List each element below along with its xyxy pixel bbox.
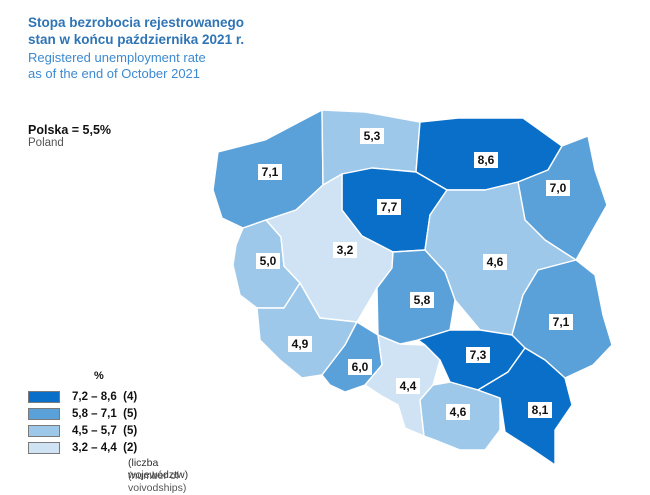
national-rate: Polska = 5,5% — [28, 123, 112, 137]
value-label-kujawsko-pomorskie: 7,7 — [381, 200, 398, 214]
value-label-background — [446, 404, 470, 420]
legend-note-polish: (liczba województw) — [128, 457, 189, 481]
value-label-lubuskie: 5,0 — [260, 254, 277, 268]
map-title-english: Registered unemployment rate as of the e… — [28, 50, 328, 82]
value-label-background — [528, 402, 552, 418]
value-label-background — [466, 347, 490, 363]
value-label-podlaskie: 7,0 — [550, 181, 567, 195]
legend-label-class-4: 3,2 – 4,4 (2) — [72, 442, 138, 454]
value-label-lubelskie: 7,1 — [553, 315, 570, 329]
value-label-lodzkie: 5,8 — [414, 293, 431, 307]
title-line-2: stan w końcu października 2021 r. — [28, 32, 245, 47]
legend-label-class-2: 5,8 – 7,1 (5) — [72, 408, 138, 420]
title-en-line-1: Registered unemployment rate — [28, 50, 206, 65]
value-label-background — [360, 128, 384, 144]
legend-swatch-class-4 — [28, 442, 60, 454]
value-label-slaskie: 4,4 — [400, 379, 417, 393]
legend-swatch-class-3 — [28, 425, 60, 437]
national-rate-english: Poland — [28, 137, 64, 149]
value-label-background — [288, 336, 312, 352]
legend-item-class-4: 3,2 – 4,4 (2) — [28, 441, 137, 455]
map-title-polish: Stopa bezrobocia rejestrowanego stan w k… — [28, 14, 328, 48]
regions-layer — [212, 109, 613, 466]
legend-label-class-3: 4,5 – 5,7 (5) — [72, 425, 138, 437]
legend-item-class-1: 7,2 – 8,6 (4) — [28, 390, 137, 404]
legend-swatch-class-2 — [28, 408, 60, 420]
value-label-pomorskie: 5,3 — [364, 129, 381, 143]
legend-label-class-1: 7,2 – 8,6 (4) — [72, 391, 138, 403]
title-line-1: Stopa bezrobocia rejestrowanego — [28, 15, 245, 30]
value-label-background — [256, 253, 280, 269]
legend-item-class-3: 4,5 – 5,7 (5) — [28, 424, 137, 438]
legend-swatch-class-1 — [28, 391, 60, 403]
value-label-malopolskie: 4,6 — [450, 405, 467, 419]
value-label-wielkopolskie: 3,2 — [337, 243, 354, 257]
value-label-background — [546, 180, 570, 196]
value-label-warminsko-mazurskie: 8,6 — [478, 153, 495, 167]
legend-note-english: (number of voivodships) — [128, 470, 187, 494]
value-label-background — [549, 314, 573, 330]
value-label-zachodniopomorskie: 7,1 — [262, 165, 279, 179]
value-label-dolnoslaskie: 4,9 — [292, 337, 309, 351]
value-label-podkarpackie: 8,1 — [532, 403, 549, 417]
value-label-background — [258, 164, 282, 180]
value-label-mazowieckie: 4,6 — [487, 255, 504, 269]
legend-item-class-2: 5,8 – 7,1 (5) — [28, 407, 137, 421]
value-label-background — [396, 378, 420, 394]
legend-unit: % — [94, 370, 104, 382]
value-label-background — [483, 254, 507, 270]
region-podkarpackie — [477, 347, 573, 466]
value-label-background — [333, 242, 357, 258]
value-label-background — [474, 152, 498, 168]
labels-layer: 7,1 5,3 8,6 7,0 7,7 5,0 3,2 4,6 5,8 7,1 4,9 6,0 4,4 7… — [256, 128, 573, 420]
value-label-swietokrzyskie: 7,3 — [470, 348, 487, 362]
title-en-line-2: as of the end of October 2021 — [28, 66, 201, 81]
value-label-background — [348, 359, 372, 375]
value-label-background — [377, 199, 401, 215]
value-label-opolskie: 6,0 — [352, 360, 369, 374]
value-label-background — [410, 292, 434, 308]
